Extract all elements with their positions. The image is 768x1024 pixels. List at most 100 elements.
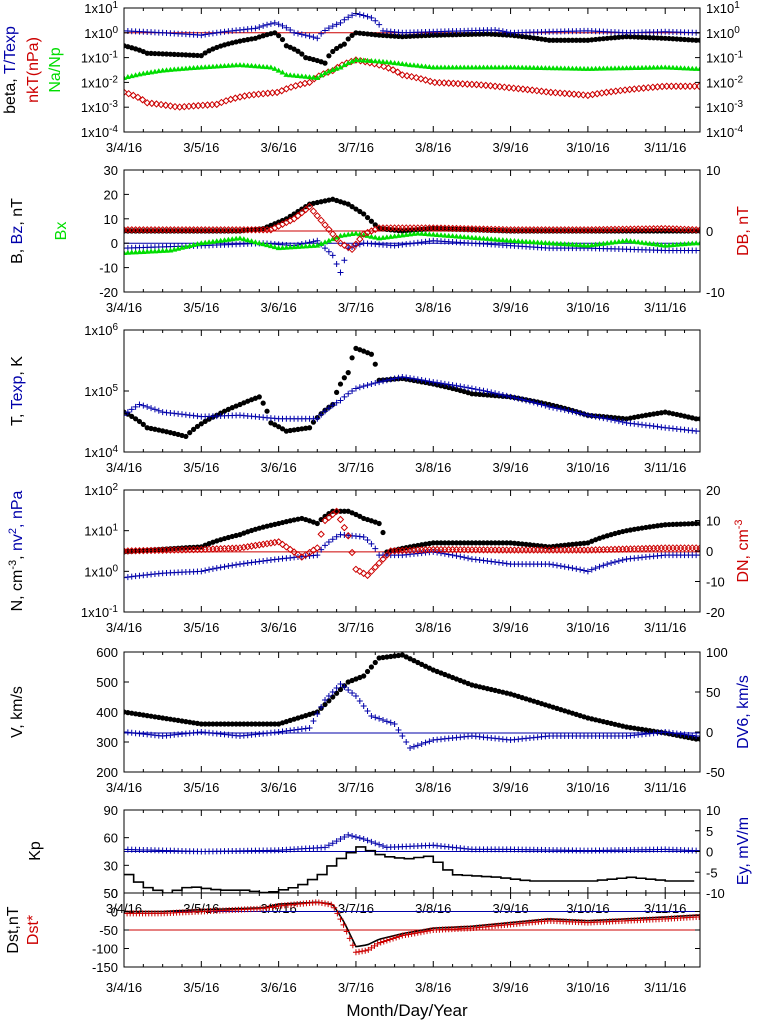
series-beta-beta-point-115 bbox=[565, 37, 572, 43]
series-beta-beta-point-52 bbox=[322, 60, 328, 66]
series-beta-NaNp-point-134 bbox=[639, 64, 646, 70]
panel-N-ytick-label-3: 1x10-1 bbox=[81, 604, 119, 621]
series-B-Bx-point-119 bbox=[581, 242, 588, 248]
series-B-Bx-point-102 bbox=[515, 238, 522, 244]
series-B-Bz-point-149 bbox=[697, 247, 700, 254]
series-beta-nkT-point-64 bbox=[417, 75, 425, 83]
series-T-Texp-point-128 bbox=[615, 418, 622, 425]
series-T-T-point-128 bbox=[616, 415, 622, 421]
panel-beta-rtick-label-2: 1x10-1 bbox=[706, 49, 744, 66]
series-beta-NaNp-point-52 bbox=[322, 70, 329, 76]
series-N-N-point-45 bbox=[295, 516, 301, 522]
series-V-V-point-133 bbox=[635, 726, 641, 732]
series-B-Bx-point-133 bbox=[635, 239, 642, 245]
series-beta-beta-point-31 bbox=[241, 37, 247, 43]
series-beta-NaNp-point-147 bbox=[689, 65, 696, 71]
panel-V-rtick-label-1: 50 bbox=[706, 685, 720, 700]
series-beta-NaNp-point-50 bbox=[314, 75, 321, 81]
series-beta-NaNp-point-0 bbox=[124, 75, 127, 81]
panel-beta-rtick-label-3-exp: -2 bbox=[734, 74, 743, 85]
panel-N-xtick-label-1: 3/5/16 bbox=[183, 620, 219, 635]
series-beta-beta-point-65 bbox=[372, 32, 378, 38]
series-beta-NaNp-point-51 bbox=[318, 72, 325, 78]
series-beta-TTexp-point-46 bbox=[298, 31, 305, 38]
series-N-nv2-point-88 bbox=[461, 554, 468, 561]
panel-B-ylabel: B, Bz, nT bbox=[9, 198, 26, 264]
series-V-V-point-22 bbox=[206, 721, 212, 727]
series-Kp-Ey-point-61 bbox=[356, 835, 363, 842]
series-V-V-point-76 bbox=[415, 659, 421, 666]
series-beta-beta-point-19 bbox=[194, 52, 201, 59]
series-T-Texp-point-149 bbox=[697, 428, 700, 435]
panel-V-xtick-label-6: 3/10/16 bbox=[566, 780, 609, 795]
series-beta-beta-point-20 bbox=[198, 53, 204, 59]
series-V-V-point-70 bbox=[392, 653, 398, 659]
series-beta-NaNp-point-54 bbox=[329, 66, 336, 72]
series-N-nv2-point-117 bbox=[573, 565, 580, 572]
series-N-N-point-67 bbox=[380, 529, 386, 536]
series-B-B-point-52 bbox=[322, 198, 328, 204]
series-N-DN-point-56 bbox=[336, 515, 345, 524]
series-B-Bx-point-64 bbox=[368, 233, 375, 239]
panel-T-ylabel-part-2: , K bbox=[9, 356, 26, 376]
series-beta-NaNp-point-37 bbox=[264, 64, 271, 70]
series-T-Texp-point-76 bbox=[414, 376, 421, 383]
series-T-Texp-point-100 bbox=[507, 393, 514, 400]
series-beta-nkT-point-63 bbox=[412, 73, 420, 82]
panel-B-rtick-label-1: 0 bbox=[706, 224, 713, 239]
series-beta-beta-point-138 bbox=[654, 35, 661, 41]
series-T-T-point-20 bbox=[198, 421, 204, 427]
panel-N-rtick-label-4: -20 bbox=[706, 605, 725, 620]
series-B-Bx-point-97 bbox=[495, 236, 502, 242]
series-beta-beta-point-67 bbox=[380, 32, 386, 39]
series-beta-NaNp bbox=[124, 57, 700, 81]
series-Kp-Ey-point-67 bbox=[380, 842, 387, 849]
series-beta-NaNp-point-63 bbox=[364, 57, 371, 63]
panel-N-rlabel-part-0: DN, cm bbox=[735, 529, 752, 582]
series-beta-NaNp-point-123 bbox=[596, 65, 603, 71]
series-N-nv2-point-129 bbox=[619, 556, 626, 563]
series-T-Texp-point-139 bbox=[658, 424, 665, 431]
series-Dst-DstStar-point-72 bbox=[343, 928, 350, 935]
panel-T-ytick-label-0-exp: 6 bbox=[112, 322, 118, 333]
panel-B-xtick-label-4: 3/8/16 bbox=[415, 300, 451, 315]
series-beta-nkT-point-9 bbox=[162, 101, 170, 109]
series-V-V-point-29 bbox=[233, 721, 239, 727]
series-N-nv2-point-116 bbox=[569, 565, 576, 572]
series-N-nv2-point-127 bbox=[611, 558, 618, 565]
series-V-V-point-32 bbox=[245, 721, 251, 727]
panel-beta-rtick-label-0-exp: 1 bbox=[734, 0, 740, 11]
panel-beta-rtick-label-1: 1x100 bbox=[706, 24, 740, 41]
series-N-N-point-119 bbox=[581, 540, 587, 546]
panel-T-xtick-label-1: 3/5/16 bbox=[183, 460, 219, 475]
series-Dst-DstStar-point-98 bbox=[424, 928, 431, 935]
panel-B-ytick-label-2: 10 bbox=[104, 212, 118, 227]
series-beta-NaNp-point-75 bbox=[410, 62, 417, 68]
series-beta-NaNp-point-139 bbox=[658, 64, 665, 70]
series-T-T-point-41 bbox=[279, 426, 286, 432]
series-N-nv2-point-24 bbox=[213, 565, 220, 572]
series-beta-NaNp-point-56 bbox=[337, 64, 344, 70]
series-N-DN-point-41 bbox=[278, 540, 287, 549]
series-Dst-DstStar-point-93 bbox=[408, 930, 415, 937]
series-T-T-point-135 bbox=[643, 412, 649, 418]
series-V-V-point-36 bbox=[260, 721, 266, 727]
panel-beta-xtick-label-4: 3/8/16 bbox=[415, 140, 451, 155]
series-beta-beta-point-46 bbox=[299, 51, 305, 57]
panel-V-rtick-label-2: 0 bbox=[706, 725, 713, 740]
series-T-Texp-point-103 bbox=[519, 396, 526, 403]
series-Dst-DstStar-point-96 bbox=[417, 929, 424, 936]
series-beta-nkT-point-95 bbox=[560, 89, 569, 98]
panel-B-xtick-label-3: 3/7/16 bbox=[338, 300, 374, 315]
series-beta-TTexp-point-20 bbox=[198, 32, 205, 39]
series-N-N-point-106 bbox=[531, 542, 537, 548]
series-T-Texp-point-90 bbox=[468, 385, 475, 392]
series-T-T-point-7 bbox=[148, 425, 154, 432]
series-N-nv2-point-110 bbox=[546, 561, 553, 568]
panel-beta-xtick-label-0: 3/4/16 bbox=[106, 140, 142, 155]
panel-Kp-ytick-label-0: 90 bbox=[104, 803, 118, 818]
series-T-Texp-point-102 bbox=[515, 395, 522, 402]
x-axis-title: Month/Day/Year bbox=[346, 1001, 468, 1020]
series-T-Texp-point-74 bbox=[407, 375, 414, 382]
